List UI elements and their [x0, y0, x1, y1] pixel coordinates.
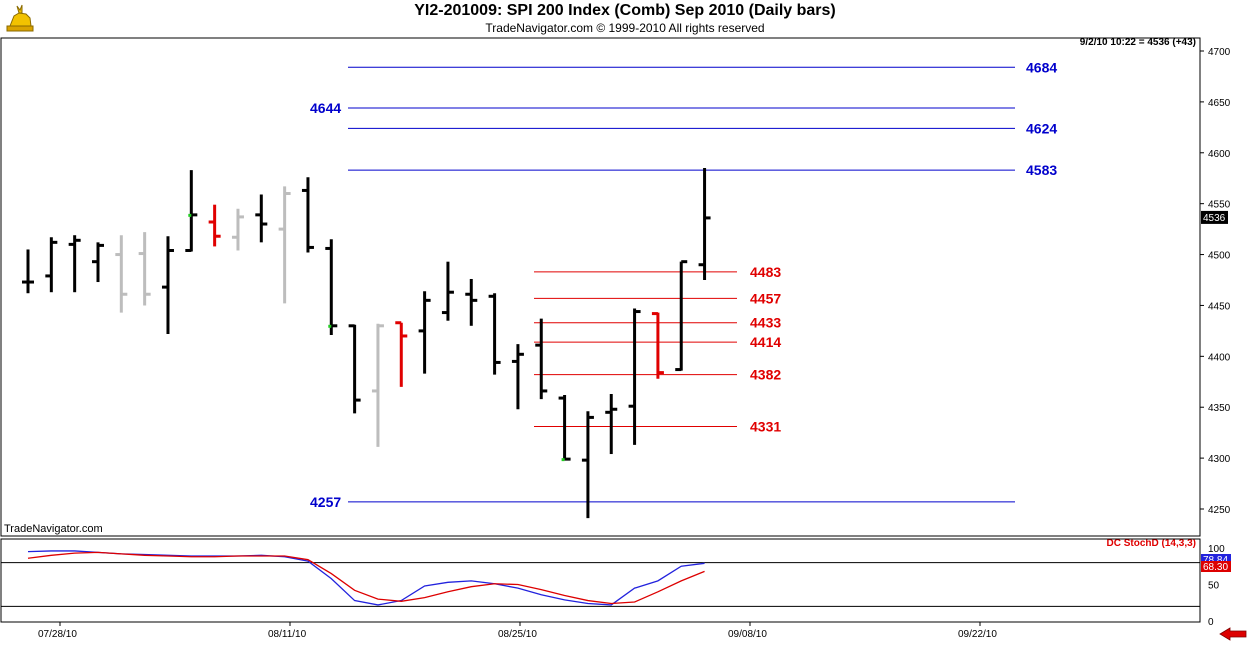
red-level-label: 4483 — [750, 264, 781, 280]
green-signal-marker — [188, 213, 192, 217]
red-level-label: 4331 — [750, 419, 781, 435]
y-tick-label: 4700 — [1208, 47, 1231, 58]
y-tick-label: 4300 — [1208, 454, 1231, 465]
ohlc-bar — [371, 323, 384, 447]
ohlc-bar — [441, 261, 454, 321]
ohlc-bar — [138, 232, 151, 306]
last-price-tag: 4536 — [1203, 213, 1226, 224]
red-level-label: 4382 — [750, 367, 781, 383]
golden-bull-logo-icon — [4, 2, 36, 34]
red-level-label: 4433 — [750, 315, 781, 331]
ohlc-bar — [91, 242, 104, 283]
y-tick-label: 4650 — [1208, 98, 1231, 109]
stoch-y-tick-label: 100 — [1208, 544, 1225, 555]
stoch-y-tick-label: 50 — [1208, 581, 1220, 592]
stoch-line-slow — [27, 551, 705, 605]
ohlc-bar — [465, 278, 478, 326]
red-level-label: 4414 — [750, 334, 781, 350]
tradenavigator-credit: TradeNavigator.com — [4, 523, 103, 535]
stoch-value-tag: 68.30 — [1203, 562, 1228, 573]
ohlc-bar — [558, 395, 571, 461]
x-tick-label: 08/25/10 — [498, 629, 537, 640]
green-signal-marker — [561, 458, 565, 462]
y-tick-label: 4250 — [1208, 505, 1231, 516]
stoch-panel-frame — [0, 538, 1201, 623]
ohlc-bar — [581, 411, 594, 519]
ohlc-bar — [301, 177, 314, 253]
blue-level-label: 4684 — [1026, 59, 1057, 75]
x-tick-label: 09/08/10 — [728, 629, 767, 640]
y-tick-label: 4500 — [1208, 251, 1231, 262]
chart-title: YI2-201009: SPI 200 Index (Comb) Sep 201… — [414, 2, 836, 19]
ohlc-bar — [348, 324, 361, 414]
ohlc-bar — [161, 236, 174, 334]
ohlc-bar — [605, 393, 618, 455]
ohlc-bar — [185, 170, 198, 252]
y-tick-label: 4600 — [1208, 149, 1231, 160]
y-tick-label: 4450 — [1208, 301, 1231, 312]
ohlc-bar — [511, 344, 524, 410]
scroll-left-arrow-icon[interactable] — [1218, 627, 1248, 641]
ohlc-bar — [278, 186, 291, 304]
ohlc-bar — [675, 260, 688, 372]
blue-level-label: 4644 — [310, 100, 341, 116]
stoch-line-fast — [27, 550, 705, 606]
blue-level-label: 4583 — [1026, 162, 1057, 178]
y-tick-label: 4350 — [1208, 403, 1231, 414]
stoch-value-tag: 78.84 — [1203, 555, 1228, 566]
stoch-value-tag-bg — [1201, 561, 1231, 572]
ohlc-bar — [45, 237, 58, 293]
x-tick-label: 07/28/10 — [38, 629, 77, 640]
ohlc-bar — [115, 235, 128, 313]
x-tick-label: 09/22/10 — [958, 629, 997, 640]
copyright-subtitle: TradeNavigator.com © 1999-2010 All right… — [485, 21, 765, 35]
ohlc-bar — [488, 293, 501, 375]
ohlc-bar — [208, 204, 221, 247]
y-tick-label: 4400 — [1208, 352, 1231, 363]
ohlc-bar — [651, 312, 664, 379]
green-signal-marker — [328, 324, 332, 328]
blue-level-label: 4624 — [1026, 120, 1057, 136]
stoch-indicator-label: DC StochD (14,3,3) — [1106, 538, 1196, 549]
x-tick-label: 08/11/10 — [268, 629, 307, 640]
ohlc-bar — [628, 308, 641, 445]
ohlc-bar — [698, 168, 711, 280]
last-price-tag-bg — [1201, 210, 1228, 224]
y-tick-label: 4550 — [1208, 200, 1231, 211]
last-price-note: 9/2/10 10:22 = 4536 (+43) — [1079, 37, 1196, 48]
red-level-label: 4457 — [750, 290, 781, 306]
stoch-value-tag-bg — [1201, 554, 1231, 565]
ohlc-bar — [231, 208, 244, 251]
ohlc-bar — [68, 235, 81, 293]
ohlc-bar — [255, 194, 268, 243]
ohlc-bar — [22, 249, 34, 294]
price-panel-frame — [0, 37, 1201, 537]
ohlc-bar — [418, 291, 431, 374]
ohlc-bar — [535, 318, 548, 400]
ohlc-bar — [325, 239, 338, 335]
stoch-y-tick-label: 0 — [1208, 617, 1214, 628]
ohlc-bar — [395, 321, 408, 387]
blue-level-label: 4257 — [310, 494, 341, 510]
